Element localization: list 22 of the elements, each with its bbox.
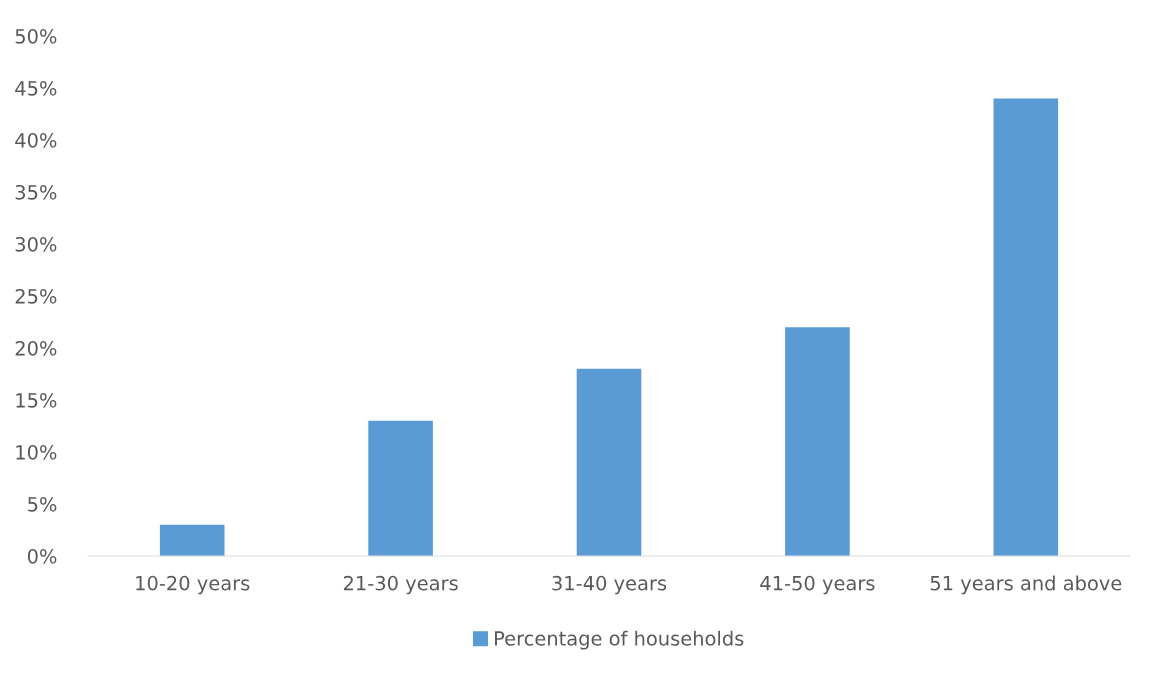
bar <box>785 327 850 556</box>
y-tick-label: 5% <box>28 496 57 512</box>
y-tick-label: 35% <box>15 184 57 200</box>
y-tick-label: 0% <box>27 548 57 564</box>
y-tick-label: 15% <box>16 392 57 408</box>
bar <box>576 368 642 556</box>
bar <box>368 420 433 556</box>
x-tick-label: 31-40 years <box>552 575 667 595</box>
y-tick-label: 45% <box>15 80 57 96</box>
x-tick-label: 21-30 years <box>343 575 458 595</box>
y-tick-label: 20% <box>15 340 57 356</box>
x-tick-label: 51 years and above <box>930 575 1122 595</box>
x-tick-label: 10-20 years <box>136 575 250 595</box>
bar <box>159 524 225 556</box>
x-tick-label: 41-50 years <box>760 575 875 595</box>
y-tick-label: 25% <box>15 288 57 304</box>
y-tick-label: 50% <box>15 28 57 44</box>
legend-label: Percentage of households <box>495 630 744 650</box>
y-tick-label: 40% <box>15 132 57 148</box>
y-tick-label: 10% <box>16 444 57 460</box>
bar <box>993 98 1059 556</box>
y-tick-label: 30% <box>15 236 57 252</box>
